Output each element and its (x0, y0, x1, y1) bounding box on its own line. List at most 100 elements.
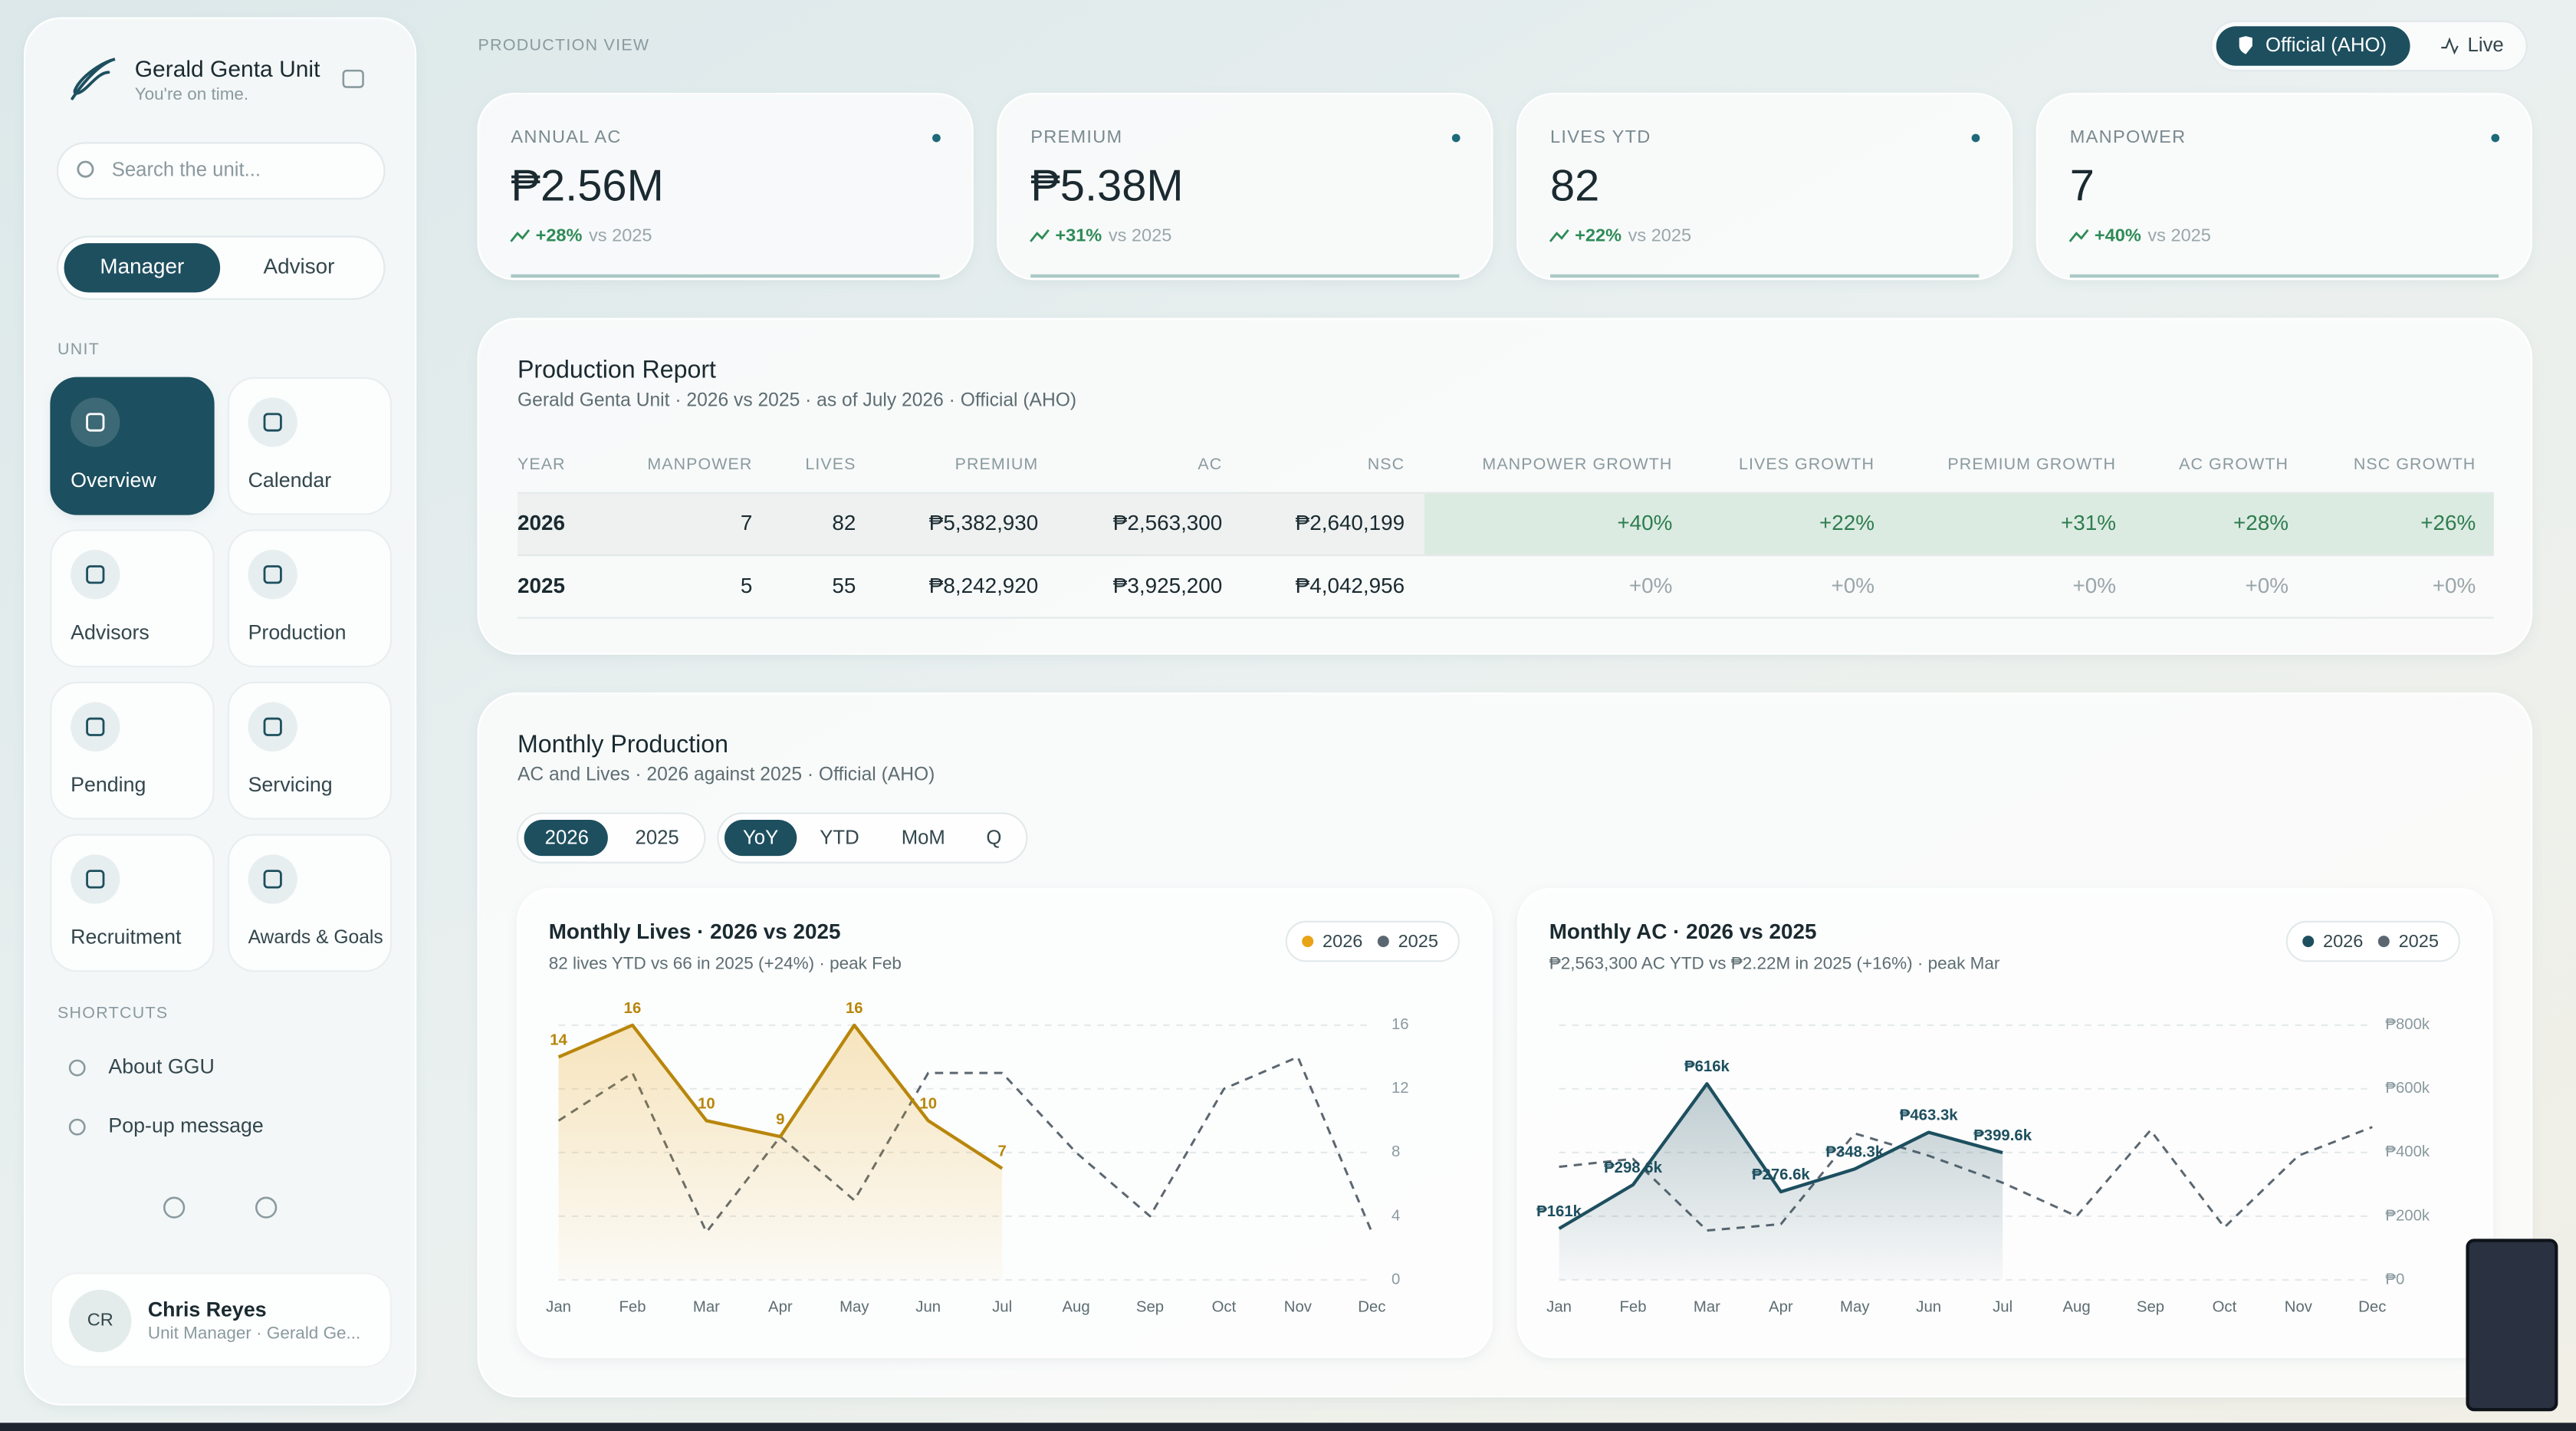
settings-icon[interactable] (163, 1196, 186, 1219)
y-tick-label: 8 (1392, 1143, 1400, 1160)
search-icon (77, 160, 94, 178)
x-tick-label: Nov (2285, 1299, 2313, 1316)
legend-swatch (2302, 936, 2315, 948)
section-label: SHORTCUTS (58, 1003, 168, 1021)
y-tick-label: ₱400k (2385, 1143, 2430, 1160)
shortcut-link[interactable]: Pop-up message (108, 1114, 263, 1137)
shield-icon (2239, 36, 2252, 54)
shortcut-link[interactable]: About GGU (108, 1055, 214, 1078)
nav-tile[interactable] (50, 529, 215, 668)
column-header: YEAR (518, 455, 566, 473)
user-card (50, 1272, 393, 1368)
table-cell: ₱5,382,930 (929, 511, 1038, 535)
comparison-line (557, 1055, 1373, 1234)
data-label: ₱616k (1684, 1058, 1730, 1075)
table-cell: +0% (1831, 574, 1875, 597)
chart-title: Monthly AC · 2026 vs 2025 (1549, 919, 1817, 943)
help-icon[interactable] (255, 1196, 278, 1219)
trend-icon (1549, 229, 1569, 242)
x-tick-label: Apr (1769, 1299, 1793, 1316)
mode-tab[interactable]: YoY (743, 827, 778, 848)
kpi-change: +40% vs 2025 (2095, 225, 2211, 245)
kpi-card (997, 93, 1493, 281)
mode-tab[interactable]: MoM (902, 827, 945, 848)
table-cell: +0% (2245, 574, 2288, 597)
legend-label: 2025 (2399, 931, 2439, 951)
kpi-change: +28% vs 2025 (536, 225, 652, 245)
year-tab[interactable]: 2025 (636, 827, 679, 848)
role-option: Manager (100, 255, 184, 278)
nav-icon-bg (71, 550, 120, 600)
kpi-label: PREMIUM (1030, 127, 1122, 146)
nav-icon-bg (248, 550, 297, 600)
overlay-widget (2466, 1239, 2558, 1412)
nav-label: Production (248, 620, 347, 643)
role-active[interactable] (64, 243, 221, 293)
user-role: Unit Manager · Gerald Ge... (148, 1324, 360, 1343)
nav-icon (86, 870, 105, 889)
data-label: ₱161k (1536, 1203, 1582, 1220)
logo (71, 58, 116, 100)
data-label: ₱463.3k (1900, 1107, 1958, 1124)
y-tick-label: 4 (1392, 1207, 1400, 1224)
view-label: PRODUCTION VIEW (478, 36, 650, 54)
nav-tile[interactable] (227, 834, 393, 972)
nav-icon-bg (71, 702, 120, 752)
mode-tab[interactable]: YTD (820, 827, 859, 848)
change-value: +40% (2095, 225, 2141, 245)
kpi-change: +22% vs 2025 (1575, 225, 1691, 245)
y-tick-label: ₱800k (2385, 1016, 2430, 1033)
report-subtitle: Gerald Genta Unit · 2026 vs 2025 · as of… (518, 390, 1076, 410)
nav-icon (86, 565, 105, 584)
nav-label: Servicing (248, 773, 333, 796)
search-box[interactable] (56, 142, 386, 200)
shortcut-icon (68, 1118, 86, 1136)
nav-tile[interactable] (50, 681, 215, 820)
report-title: Production Report (518, 356, 716, 383)
table-cell: +28% (2233, 511, 2288, 535)
data-label: ₱348.3k (1825, 1143, 1884, 1160)
growth-highlight (1424, 492, 2494, 556)
data-label: ₱399.6k (1973, 1127, 2032, 1144)
live-icon (2441, 37, 2459, 55)
mode-tab-active[interactable] (724, 820, 797, 857)
chart-title: Monthly Lives · 2026 vs 2025 (549, 919, 841, 943)
change-value: +31% (1055, 225, 1102, 245)
change-value: +22% (1575, 225, 1622, 245)
x-tick-label: Mar (1694, 1299, 1720, 1316)
source-option: Official (AHO) (2266, 35, 2387, 56)
nav-icon (86, 413, 105, 432)
nav-tile[interactable] (227, 529, 393, 668)
x-tick-label: Aug (1062, 1299, 1089, 1316)
nav-tile[interactable] (227, 681, 393, 820)
y-tick-label: ₱0 (2385, 1271, 2404, 1288)
nav-tile[interactable] (50, 377, 215, 515)
year-tab-active[interactable] (524, 820, 608, 857)
x-tick-label: Jan (1546, 1299, 1572, 1316)
column-header: MANPOWER GROWTH (1482, 455, 1672, 473)
collapse-icon[interactable] (342, 69, 364, 88)
x-tick-label: Dec (1358, 1299, 1385, 1316)
column-header: AC (1198, 455, 1222, 473)
x-tick-label: May (1840, 1299, 1870, 1316)
nav-tile[interactable] (50, 834, 215, 972)
x-tick-label: Nov (1284, 1299, 1313, 1316)
nav-icon (263, 565, 282, 584)
kpi-card (477, 93, 974, 281)
role-option: Advisor (264, 255, 335, 278)
legend-swatch (1377, 936, 1389, 948)
kpi-value: ₱5.38M (1030, 162, 1183, 211)
data-label: ₱298.6k (1604, 1160, 1662, 1176)
avatar-initials: CR (87, 1310, 113, 1330)
source-active[interactable] (2216, 26, 2410, 66)
column-header: MANPOWER (647, 455, 752, 473)
year-tab[interactable]: 2026 (545, 827, 589, 848)
change-compare: vs 2025 (2147, 225, 2210, 245)
kpi-dot (932, 133, 941, 143)
search-placeholder: Search the unit... (112, 160, 261, 181)
kpi-change: +31% vs 2025 (1055, 225, 1171, 245)
nav-tile[interactable] (227, 377, 393, 515)
mode-tab[interactable]: Q (986, 827, 1001, 848)
data-label: 16 (624, 1000, 642, 1017)
table-cell: +0% (2072, 574, 2116, 597)
